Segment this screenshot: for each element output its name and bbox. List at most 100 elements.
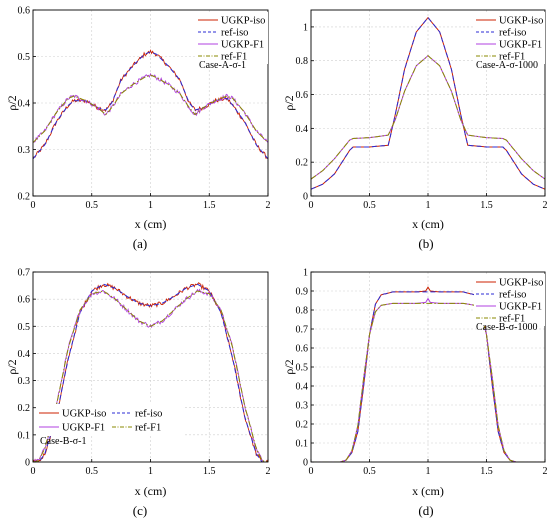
y-tick-label: 0.2 <box>296 158 309 169</box>
series-line-ref-f1 <box>33 290 268 462</box>
x-axis-label: x (cm) <box>135 484 167 498</box>
legend-entry: UGKP-F1 <box>499 40 542 51</box>
y-tick-label: 0.6 <box>18 6 31 17</box>
x-tick-label: 1 <box>426 466 431 477</box>
case-annotation: Case-A-σ-1 <box>199 60 246 71</box>
x-tick-label: 1.5 <box>203 200 216 211</box>
legend-entry: UGKP-iso <box>62 409 106 420</box>
legend-entry: ref-F1 <box>499 314 525 325</box>
y-tick-label: 0.3 <box>18 376 31 387</box>
x-tick-label: 0.5 <box>86 466 99 477</box>
y-tick-label: 0.2 <box>18 192 31 203</box>
y-tick-label: 0.4 <box>18 99 31 110</box>
series-line-ugkp-f1 <box>33 72 268 143</box>
x-tick-label: 2 <box>543 200 548 211</box>
y-tick-label: 0.4 <box>18 349 31 360</box>
y-axis-label: ρ/2 <box>282 359 296 374</box>
y-tick-label: 0.1 <box>296 439 309 450</box>
chart-panel-3: 0 0.5 1 1.5 2 0 0.1 0.2 0.3 0.4 0.5 0.6 0.7 0.8 0.9 1 x … <box>282 268 548 519</box>
y-axis-label: ρ/2 <box>282 95 296 110</box>
x-tick-label: 0 <box>31 200 36 211</box>
y-tick-label: 0.6 <box>296 90 309 101</box>
legend-entry: UGKP-F1 <box>221 40 264 51</box>
legend-entry: ref-iso <box>135 409 162 420</box>
y-tick-label: 0.1 <box>18 430 31 441</box>
x-tick-label: 0.5 <box>363 200 376 211</box>
panel-label: (c) <box>133 503 147 518</box>
x-tick-label: 0.5 <box>363 466 376 477</box>
x-tick-label: 0 <box>309 200 314 211</box>
chart-panel-0: 0 0.5 1 1.5 2 0.2 0.3 0.4 0.5 0.6 x (cm) ρ/2 (a) UGKP… <box>5 6 271 252</box>
panel-label: (b) <box>418 236 433 251</box>
y-tick-label: 1 <box>303 22 308 33</box>
legend-box <box>474 12 545 64</box>
y-tick-label: 0.6 <box>296 344 309 355</box>
y-axis-label: ρ/2 <box>5 359 19 374</box>
legend-entry: UGKP-F1 <box>62 423 105 434</box>
x-tick-label: 2 <box>266 466 271 477</box>
x-tick-label: 0 <box>31 466 36 477</box>
x-axis-label: x (cm) <box>135 217 167 231</box>
x-tick-label: 0 <box>309 466 314 477</box>
case-annotation: Case-B-σ-1000 <box>476 322 538 333</box>
y-tick-label: 0.2 <box>296 420 309 431</box>
y-tick-label: 0 <box>25 458 30 469</box>
panel-label: (d) <box>418 503 433 518</box>
legend-entry: ref-F1 <box>135 423 161 434</box>
legend-box <box>474 274 545 326</box>
y-tick-label: 0.7 <box>18 268 31 279</box>
x-axis-label: x (cm) <box>412 217 444 231</box>
legend-entry: ref-F1 <box>221 52 247 63</box>
series-line-ref-iso <box>311 16 545 190</box>
legend-entry: UGKP-iso <box>221 16 265 27</box>
y-tick-label: 0.4 <box>296 124 309 135</box>
y-tick-label: 0.3 <box>296 401 309 412</box>
legend-entry: ref-iso <box>499 28 526 39</box>
x-tick-label: 1 <box>426 200 431 211</box>
x-tick-label: 1.5 <box>480 466 493 477</box>
y-tick-label: 0.8 <box>296 306 309 317</box>
series-line-ref-f1 <box>33 74 268 143</box>
legend-entry: UGKP-iso <box>499 16 543 27</box>
y-tick-label: 0.8 <box>296 56 309 67</box>
legend-entry: ref-F1 <box>499 52 525 63</box>
case-annotation: Case-B-σ-1 <box>40 436 87 447</box>
series-line-ref-iso <box>311 291 545 462</box>
x-tick-label: 0.5 <box>86 200 99 211</box>
panel-label: (a) <box>133 236 147 251</box>
y-tick-label: 0.6 <box>18 295 31 306</box>
legend-entry: ref-iso <box>221 28 248 39</box>
y-tick-label: 0.5 <box>18 322 31 333</box>
y-axis-label: ρ/2 <box>5 95 19 110</box>
y-tick-label: 0.5 <box>18 52 31 63</box>
legend: UGKP-iso ref-iso UGKP-F1 ref-F1 <box>37 404 183 436</box>
y-tick-label: 0.3 <box>18 145 31 156</box>
series-line-ugkp-iso <box>33 49 268 160</box>
legend-entry: UGKP-iso <box>499 278 543 289</box>
x-tick-label: 2 <box>266 200 271 211</box>
x-axis-label: x (cm) <box>412 484 444 498</box>
x-tick-label: 1 <box>148 466 153 477</box>
chart-panel-2: 0 0.5 1 1.5 2 0 0.1 0.2 0.3 0.4 0.5 0.6 0.7 x (cm) ρ/2… <box>5 268 271 519</box>
legend-box <box>196 12 268 64</box>
x-tick-label: 1 <box>148 200 153 211</box>
y-tick-label: 0.9 <box>296 287 309 298</box>
y-tick-label: 0 <box>303 192 308 203</box>
x-tick-label: 1.5 <box>480 200 493 211</box>
x-tick-label: 2 <box>543 466 548 477</box>
y-tick-label: 1 <box>303 268 308 279</box>
case-annotation: Case-A-σ-1000 <box>476 60 538 71</box>
y-tick-label: 0.4 <box>296 382 309 393</box>
y-tick-label: 0.7 <box>296 325 309 336</box>
series-line-ref-f1 <box>311 302 545 462</box>
y-tick-label: 0.2 <box>18 403 31 414</box>
legend-box <box>37 404 183 436</box>
y-tick-label: 0 <box>303 458 308 469</box>
chart-panel-1: 0 0.5 1 1.5 2 0 0.2 0.4 0.6 0.8 1 x (cm) ρ/2 (b) UGKP-… <box>282 9 548 251</box>
y-tick-label: 0.5 <box>296 363 309 374</box>
series-line-ref-iso <box>33 283 268 462</box>
